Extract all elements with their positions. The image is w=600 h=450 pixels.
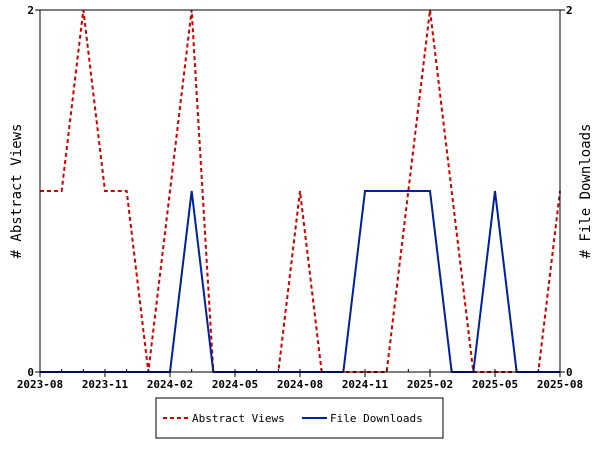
series-line-file-downloads xyxy=(40,190,560,373)
y-tick-label-left: 0 xyxy=(27,366,34,379)
legend-label-file-downloads: File Downloads xyxy=(330,412,423,425)
x-tick-label: 2025-05 xyxy=(472,378,518,391)
y-axis-label-right: # File Downloads xyxy=(578,124,594,259)
y-tick-label-left: 2 xyxy=(27,4,34,17)
x-tick-label: 2023-11 xyxy=(82,378,129,391)
y-axis-label-left: # Abstract Views xyxy=(9,124,25,259)
axis-layer: 2023-08 2023-11 2024-02 2024-05 2024-08 2024-… xyxy=(17,4,583,391)
x-tick-label: 2025-08 xyxy=(537,378,583,391)
series-layer xyxy=(39,9,561,373)
legend: Abstract Views File Downloads xyxy=(155,397,444,439)
x-tick-label: 2025-02 xyxy=(407,378,453,391)
x-tick-label: 2024-08 xyxy=(277,378,323,391)
legend-box xyxy=(155,397,444,439)
x-tick-label: 2024-05 xyxy=(212,378,258,391)
y-tick-label-right: 2 xyxy=(566,4,573,17)
x-tick-label: 2023-08 xyxy=(17,378,63,391)
x-tick-label: 2024-11 xyxy=(342,378,389,391)
y-tick-label-right: 0 xyxy=(566,366,573,379)
x-tick-label: 2024-02 xyxy=(147,378,193,391)
legend-label-abstract-views: Abstract Views xyxy=(192,412,285,425)
